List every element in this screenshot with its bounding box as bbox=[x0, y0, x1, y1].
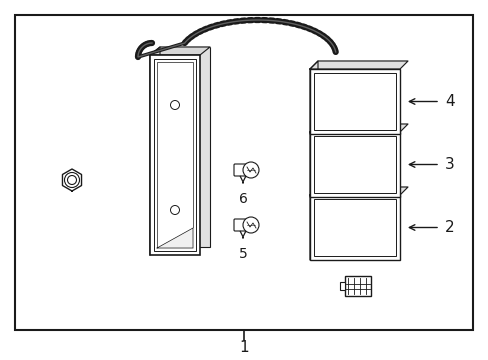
Text: 2: 2 bbox=[444, 220, 454, 235]
Polygon shape bbox=[309, 124, 317, 197]
FancyBboxPatch shape bbox=[234, 219, 245, 231]
Polygon shape bbox=[150, 47, 209, 55]
Bar bbox=[313, 136, 395, 193]
Polygon shape bbox=[309, 124, 407, 132]
Text: 6: 6 bbox=[238, 192, 247, 206]
Bar bbox=[15, 15, 472, 330]
Polygon shape bbox=[150, 47, 160, 255]
Bar bbox=[313, 73, 395, 130]
Circle shape bbox=[243, 162, 259, 178]
Polygon shape bbox=[309, 187, 317, 260]
Bar bbox=[157, 62, 193, 248]
Bar bbox=[309, 69, 399, 134]
Bar bbox=[309, 195, 399, 260]
Circle shape bbox=[170, 100, 179, 109]
Bar bbox=[150, 55, 200, 255]
Polygon shape bbox=[62, 169, 81, 191]
Polygon shape bbox=[309, 61, 317, 134]
FancyBboxPatch shape bbox=[234, 164, 245, 176]
Text: 3: 3 bbox=[444, 157, 454, 172]
Circle shape bbox=[243, 217, 259, 233]
Polygon shape bbox=[309, 187, 407, 195]
Text: 5: 5 bbox=[238, 247, 247, 261]
Text: 4: 4 bbox=[444, 94, 454, 109]
Bar bbox=[339, 282, 345, 290]
Circle shape bbox=[170, 206, 179, 215]
Bar bbox=[160, 47, 209, 247]
Bar bbox=[313, 199, 395, 256]
Bar bbox=[154, 59, 196, 251]
Polygon shape bbox=[309, 61, 407, 69]
FancyBboxPatch shape bbox=[345, 276, 370, 296]
Circle shape bbox=[67, 176, 76, 185]
Bar bbox=[309, 132, 399, 197]
Polygon shape bbox=[157, 228, 193, 248]
Text: 1: 1 bbox=[239, 341, 248, 356]
